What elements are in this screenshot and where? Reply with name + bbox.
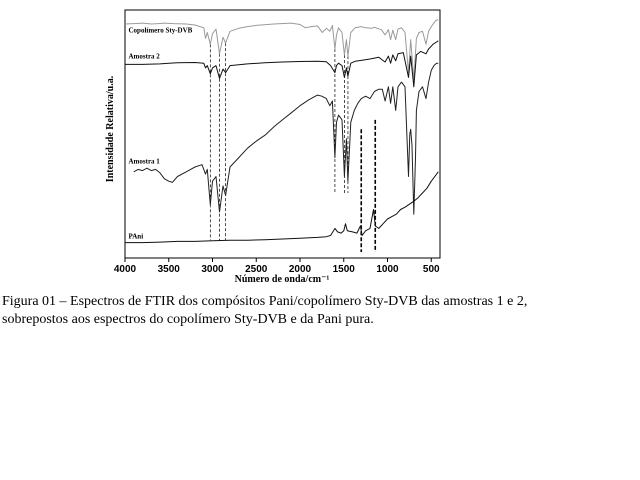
caption-line-1: Figura 01 – Espectros de FTIR dos compós… [2,294,528,309]
x-axis-ticks: 4000 3500 3000 2500 2000 1500 1000 500 [114,258,440,275]
x-tick-label: 2500 [245,264,268,275]
series-line-amostra-2 [125,40,439,88]
x-tick-label: 1000 [376,264,399,275]
caption-line-2: sobrepostos aos espectros do copolímero … [2,312,374,327]
series-line-pani [125,171,439,244]
y-axis-label: Intensidade Relativa/u.a. [105,75,116,182]
series-label: Amostra 1 [129,158,161,166]
series-line-copol-mero-sty-dvb [124,19,439,81]
ftir-spectra-chart: Copolímero Sty-DVB Amostra 2 Amostra 1 PAni… [105,9,441,285]
series-label: Copolímero Sty-DVB [129,27,193,35]
x-tick-label: 1500 [333,264,356,275]
x-tick-label: 3000 [201,264,224,275]
x-tick-label: 4000 [114,264,137,275]
series-label: Amostra 2 [129,52,161,60]
x-axis-label: Número de onda/cm⁻¹ [235,274,330,285]
figure-caption: Figura 01 – Espectros de FTIR dos compós… [2,293,632,329]
reference-lines [209,43,377,252]
x-tick-label: 3500 [158,264,181,275]
x-tick-label: 500 [423,264,440,275]
x-tick-label: 2000 [289,264,312,275]
series-label: PAni [129,232,144,240]
series-line-amostra-1 [133,62,439,215]
series-lines [124,19,439,244]
series-labels: Copolímero Sty-DVB Amostra 2 Amostra 1 PAni [129,27,193,241]
plot-frame [124,9,441,259]
